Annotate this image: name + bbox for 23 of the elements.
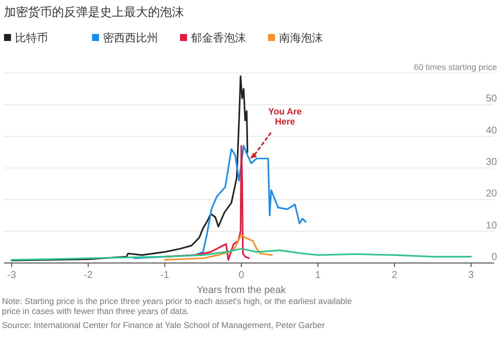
y-tick-label: 10 bbox=[486, 220, 498, 232]
x-tick-label: 3 bbox=[468, 270, 474, 281]
chart-title: 加密货币的反弹是史上最大的泡沫 bbox=[4, 5, 184, 19]
legend-label: 南海泡沫 bbox=[279, 32, 323, 44]
x-tick-label: -1 bbox=[160, 270, 170, 281]
legend-label: 郁金香泡沫 bbox=[191, 32, 246, 44]
text: Note: Starting price is the price three years prior to each asset's high, or the earliest available price in cases with fewer than three years of data. bbox=[2, 296, 352, 316]
y-tick-label: 0 bbox=[491, 252, 498, 263]
x-tick-label: 0 bbox=[238, 270, 245, 281]
y-tick-label: 40 bbox=[486, 125, 498, 136]
x-tick-label: -2 bbox=[84, 270, 94, 281]
x-tick-label: 1 bbox=[315, 270, 322, 281]
legend-label: 比特币 bbox=[15, 32, 48, 44]
legend-label: 密西西比州 bbox=[103, 32, 158, 44]
x-tick-label: 2 bbox=[392, 270, 398, 281]
y-tick-label: 20 bbox=[486, 188, 498, 200]
source-note: Source: International Center for Finance at Yale School of Management, Peter Garber bbox=[2, 320, 326, 330]
y-tick-label: 60 times starting price bbox=[414, 62, 498, 72]
y-tick-label: 50 bbox=[486, 94, 498, 105]
x-tick-label: -3 bbox=[7, 270, 17, 281]
y-tick-label: 30 bbox=[486, 157, 498, 168]
x-axis-title: Years from the peak bbox=[196, 285, 287, 296]
annotation: You Are Here bbox=[268, 106, 302, 126]
